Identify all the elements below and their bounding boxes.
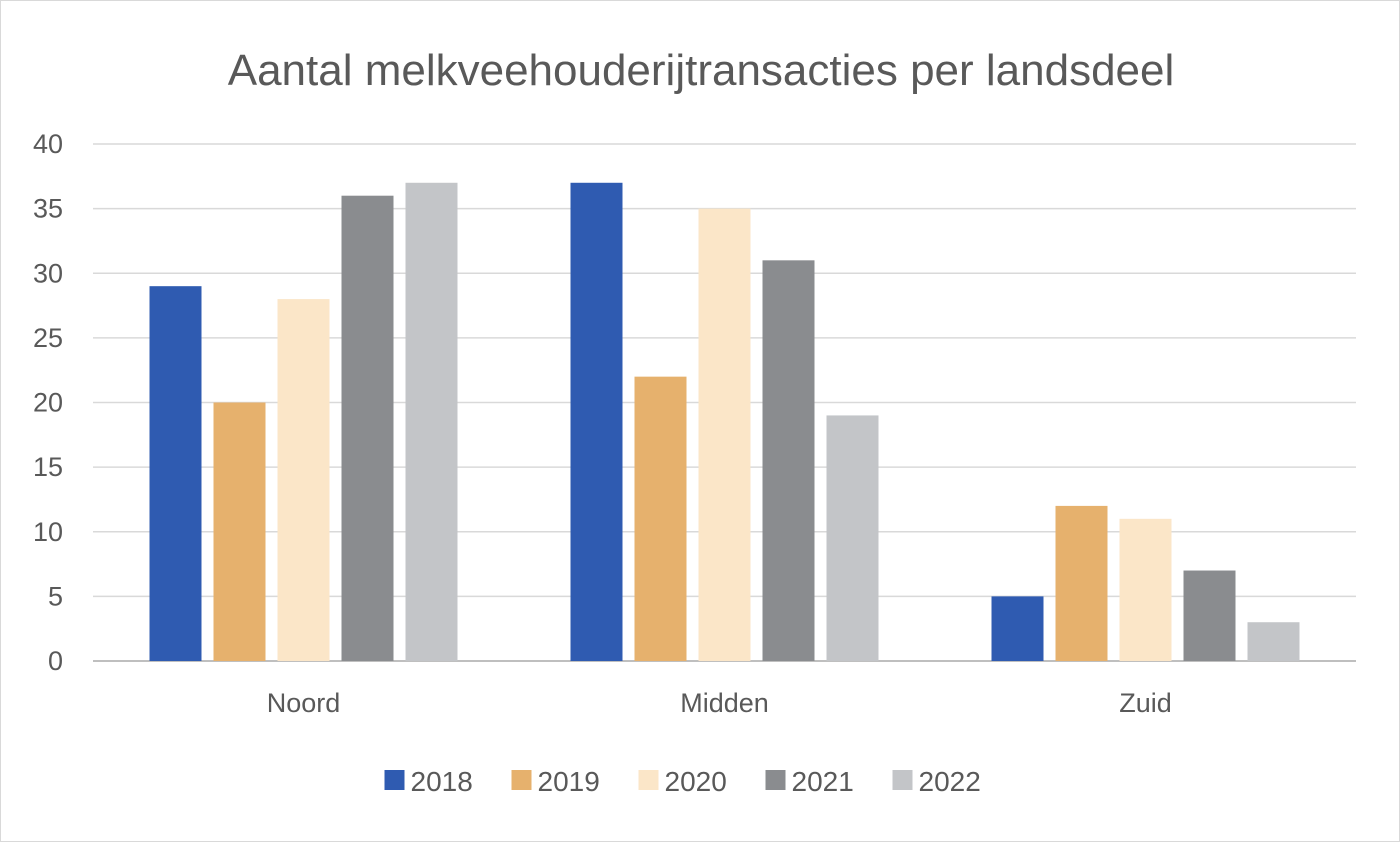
bar-noord-2021 (341, 195, 394, 661)
legend-label: 2020 (665, 766, 727, 797)
y-tick-label: 0 (48, 646, 63, 676)
legend-label: 2021 (792, 766, 854, 797)
bar-zuid-2022 (1247, 622, 1300, 661)
x-category-label: Zuid (1119, 688, 1172, 718)
x-axis-labels: Noord Midden Zuid (267, 688, 1172, 718)
y-tick-label: 5 (48, 581, 63, 611)
legend-label: 2019 (538, 766, 600, 797)
bar-zuid-2018 (991, 596, 1044, 661)
legend-swatch-2021 (765, 770, 786, 790)
x-category-label: Midden (680, 688, 769, 718)
bar-noord-2018 (149, 286, 202, 661)
y-axis-ticks: 0 5 10 15 20 25 30 35 40 (33, 129, 63, 676)
bar-zuid-2021 (1183, 570, 1236, 661)
bar-midden-2018 (570, 182, 623, 661)
y-tick-label: 15 (33, 452, 63, 482)
legend-swatch-2020 (638, 770, 659, 790)
bars (149, 182, 1300, 661)
legend-swatch-2022 (892, 770, 913, 790)
y-tick-label: 40 (33, 129, 63, 159)
chart-title: Aantal melkveehouderijtransacties per la… (228, 46, 1175, 95)
y-tick-label: 25 (33, 323, 63, 353)
y-tick-label: 30 (33, 258, 63, 288)
y-tick-label: 10 (33, 517, 63, 547)
y-tick-label: 20 (33, 388, 63, 418)
bar-midden-2019 (634, 376, 687, 661)
legend-label: 2018 (411, 766, 473, 797)
bar-zuid-2019 (1055, 505, 1108, 661)
legend-swatch-2019 (511, 770, 532, 790)
bar-noord-2022 (405, 182, 458, 661)
bar-noord-2019 (213, 402, 266, 661)
bar-midden-2021 (762, 260, 815, 661)
bar-zuid-2020 (1119, 518, 1172, 661)
legend: 2018 2019 2020 2021 2022 (384, 766, 981, 797)
legend-label: 2022 (919, 766, 981, 797)
bar-noord-2020 (277, 299, 330, 661)
x-category-label: Noord (267, 688, 341, 718)
legend-swatch-2018 (384, 770, 405, 790)
bar-midden-2022 (826, 415, 879, 661)
bar-midden-2020 (698, 208, 751, 661)
y-tick-label: 35 (33, 194, 63, 224)
